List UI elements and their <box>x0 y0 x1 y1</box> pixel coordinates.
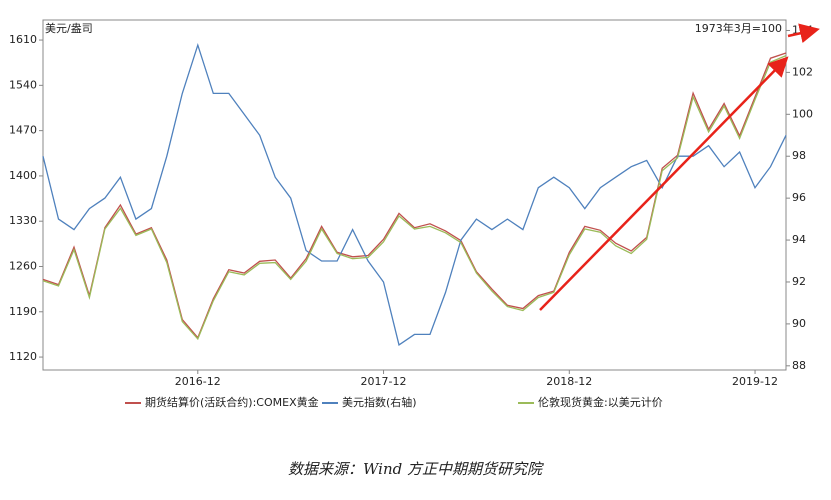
trend-arrow <box>539 56 789 311</box>
y-tick-label: 1260 <box>9 259 37 272</box>
y-tick-label: 1120 <box>9 350 37 363</box>
legend-label: 美元指数(右轴) <box>342 395 417 409</box>
series-line <box>42 52 787 339</box>
source-note: 数据来源：Wind 方正中期期货研究院 <box>288 460 544 478</box>
y2-tick-label: 102 <box>792 65 813 78</box>
x-tick-label: 2018-12 <box>546 375 592 388</box>
plot-frame <box>42 19 787 371</box>
x-tick-label: 2016-12 <box>175 375 221 388</box>
legend-label: 伦敦现货黄金:以美元计价 <box>538 395 663 409</box>
y-tick-label: 1540 <box>9 78 37 91</box>
series-line <box>42 55 787 341</box>
y2-tick-label: 94 <box>792 233 806 246</box>
x-tick-label: 2019-12 <box>732 375 778 388</box>
y2-tick-label: 90 <box>792 317 806 330</box>
y-tick-label: 1400 <box>9 169 37 182</box>
y-axis-label: 美元/盎司 <box>45 21 93 35</box>
legend-label: 期货结算价(活跃合约):COMEX黄金 <box>145 395 319 409</box>
y-tick-label: 1190 <box>9 305 37 318</box>
y2-tick-label: 88 <box>792 359 806 372</box>
y2-tick-label: 92 <box>792 275 806 288</box>
y2-tick-label: 100 <box>792 107 813 120</box>
y2-axis-label: 1973年3月=100 <box>695 21 782 35</box>
y-tick-label: 1610 <box>9 33 37 46</box>
annotation-arrows <box>539 23 820 311</box>
y-tick-label: 1470 <box>9 124 37 137</box>
trend-arrow <box>787 23 820 44</box>
series-line <box>42 42 787 346</box>
x-tick-label: 2017-12 <box>361 375 407 388</box>
y2-tick-label: 96 <box>792 191 806 204</box>
y2-tick-label: 98 <box>792 149 806 162</box>
y-tick-label: 1330 <box>9 214 37 227</box>
